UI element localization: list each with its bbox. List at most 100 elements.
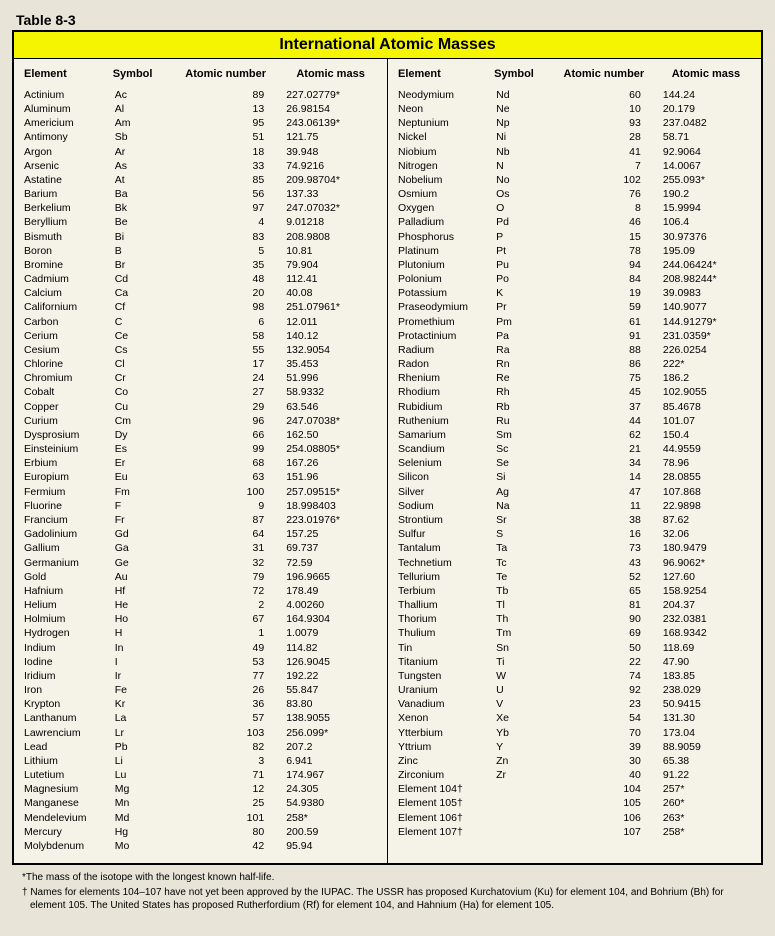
cell-symbol: Am xyxy=(111,116,169,130)
cell-element: Mendelevium xyxy=(22,811,111,825)
cell-element: Barium xyxy=(22,187,111,201)
table-row: PromethiumPm61144.91279* xyxy=(396,315,753,329)
cell-element: Tellurium xyxy=(396,570,492,584)
cell-number: 107 xyxy=(549,825,659,839)
cell-number: 49 xyxy=(169,641,282,655)
cell-mass: 65.38 xyxy=(659,754,753,768)
cell-mass: 208.98244* xyxy=(659,272,753,286)
cell-mass: 257.09515* xyxy=(282,485,379,499)
cell-number: 71 xyxy=(169,768,282,782)
table-row: RhodiumRh45102.9055 xyxy=(396,385,753,399)
cell-mass: 190.2 xyxy=(659,187,753,201)
cell-number: 100 xyxy=(169,485,282,499)
cell-mass: 243.06139* xyxy=(282,116,379,130)
cell-number: 46 xyxy=(549,215,659,229)
cell-symbol: Te xyxy=(492,570,549,584)
cell-element: Indium xyxy=(22,641,111,655)
cell-number: 9 xyxy=(169,499,282,513)
cell-number: 66 xyxy=(169,428,282,442)
cell-mass: 74.9216 xyxy=(282,159,379,173)
cell-element: Europium xyxy=(22,470,111,484)
cell-element: Yttrium xyxy=(396,740,492,754)
cell-mass: 207.2 xyxy=(282,740,379,754)
cell-number: 99 xyxy=(169,442,282,456)
cell-mass: 223.01976* xyxy=(282,513,379,527)
cell-mass: 247.07038* xyxy=(282,414,379,428)
table-row: BromineBr3579.904 xyxy=(22,258,379,272)
cell-mass: 204.37 xyxy=(659,598,753,612)
table-row: BoronB510.81 xyxy=(22,244,379,258)
cell-mass: 132.9054 xyxy=(282,343,379,357)
footnote-dagger: † Names for elements 104–107 have not ye… xyxy=(22,886,755,912)
cell-mass: 140.9077 xyxy=(659,300,753,314)
header-element: Element xyxy=(396,65,492,88)
table-row: TinSn50118.69 xyxy=(396,641,753,655)
table-row: PoloniumPo84208.98244* xyxy=(396,272,753,286)
cell-mass: 251.07961* xyxy=(282,300,379,314)
cell-number: 74 xyxy=(549,669,659,683)
cell-symbol: Nd xyxy=(492,88,549,102)
cell-element: Scandium xyxy=(396,442,492,456)
cell-number: 90 xyxy=(549,612,659,626)
cell-symbol: Hf xyxy=(111,584,169,598)
cell-element: Fermium xyxy=(22,485,111,499)
cell-number: 88 xyxy=(549,343,659,357)
cell-mass: 237.0482 xyxy=(659,116,753,130)
cell-symbol: Xe xyxy=(492,711,549,725)
cell-element: Chromium xyxy=(22,371,111,385)
table-row: EuropiumEu63151.96 xyxy=(22,470,379,484)
cell-mass: 92.9064 xyxy=(659,145,753,159)
table-row: ZincZn3065.38 xyxy=(396,754,753,768)
table-row: PlatinumPt78195.09 xyxy=(396,244,753,258)
cell-element: Hydrogen xyxy=(22,626,111,640)
cell-number: 60 xyxy=(549,88,659,102)
cell-symbol: Pt xyxy=(492,244,549,258)
cell-number: 43 xyxy=(549,556,659,570)
cell-mass: 258* xyxy=(659,825,753,839)
cell-element: Silicon xyxy=(396,470,492,484)
cell-symbol: Li xyxy=(111,754,169,768)
cell-symbol: Sn xyxy=(492,641,549,655)
cell-element: Americium xyxy=(22,116,111,130)
table-row: Element 105†105260* xyxy=(396,796,753,810)
cell-number: 32 xyxy=(169,556,282,570)
cell-element: Cobalt xyxy=(22,385,111,399)
elements-table-right: Element Symbol Atomic number Atomic mass… xyxy=(396,65,753,839)
cell-number: 78 xyxy=(549,244,659,258)
cell-number: 8 xyxy=(549,201,659,215)
table-row: LanthanumLa57138.9055 xyxy=(22,711,379,725)
cell-number: 51 xyxy=(169,130,282,144)
cell-element: Boron xyxy=(22,244,111,258)
cell-element: Cesium xyxy=(22,343,111,357)
cell-number: 82 xyxy=(169,740,282,754)
cell-mass: 18.998403 xyxy=(282,499,379,513)
table-row: LawrenciumLr103256.099* xyxy=(22,726,379,740)
cell-symbol: Ac xyxy=(111,88,169,102)
cell-number: 81 xyxy=(549,598,659,612)
cell-symbol: Pd xyxy=(492,215,549,229)
cell-symbol: Cr xyxy=(111,371,169,385)
cell-mass: 1.0079 xyxy=(282,626,379,640)
cell-number: 94 xyxy=(549,258,659,272)
cell-mass: 168.9342 xyxy=(659,626,753,640)
cell-symbol: Pr xyxy=(492,300,549,314)
cell-mass: 44.9559 xyxy=(659,442,753,456)
cell-symbol: Sm xyxy=(492,428,549,442)
table-row: RheniumRe75186.2 xyxy=(396,371,753,385)
cell-number: 104 xyxy=(549,782,659,796)
table-row: NeodymiumNd60144.24 xyxy=(396,88,753,102)
cell-element: Element 107† xyxy=(396,825,492,839)
cell-element: Palladium xyxy=(396,215,492,229)
cell-element: Francium xyxy=(22,513,111,527)
cell-symbol xyxy=(492,796,549,810)
table-row: ThalliumTl81204.37 xyxy=(396,598,753,612)
cell-element: Calcium xyxy=(22,286,111,300)
cell-number: 20 xyxy=(169,286,282,300)
cell-element: Thallium xyxy=(396,598,492,612)
cell-number: 31 xyxy=(169,541,282,555)
cell-number: 47 xyxy=(549,485,659,499)
table-container: International Atomic Masses Element Symb… xyxy=(12,30,763,865)
cell-mass: 260* xyxy=(659,796,753,810)
cell-number: 68 xyxy=(169,456,282,470)
header-element: Element xyxy=(22,65,111,88)
